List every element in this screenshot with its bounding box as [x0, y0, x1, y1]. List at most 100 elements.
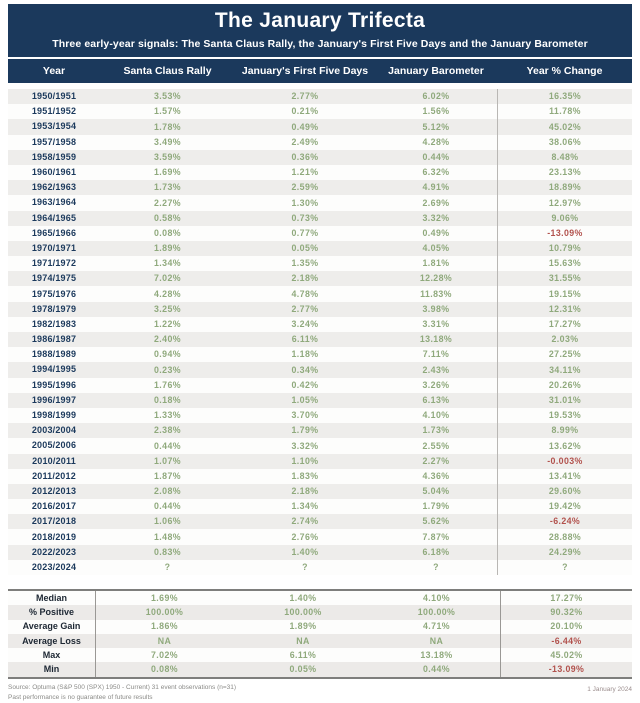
- table-row: 2010/2011 1.07% 1.10% 2.27% -0.003%: [8, 453, 632, 469]
- value-cell: ?: [164, 562, 171, 572]
- value-cell: 100.00%: [284, 607, 322, 618]
- value-cell: 0.77%: [291, 227, 319, 238]
- value-cell: 0.21%: [291, 106, 319, 117]
- footer: Source: Optuma (S&P 500 (SPX) 1950 - Cur…: [8, 683, 632, 703]
- table-row: 1965/1966 0.08% 0.77% 0.49% -13.09%: [8, 225, 632, 241]
- page-title: The January Trifecta: [214, 9, 426, 32]
- source-note: Source: Optuma (S&P 500 (SPX) 1950 - Cur…: [8, 683, 237, 691]
- value-cell: 20.10%: [500, 619, 632, 634]
- table-row: 2012/2013 2.08% 2.18% 5.04% 29.60%: [8, 483, 632, 500]
- value-cell: 1.21%: [291, 167, 319, 178]
- column-header-year: Year: [42, 65, 66, 77]
- table-row: 1982/1983 1.22% 3.24% 3.31% 17.27%: [8, 316, 632, 332]
- row-label-cell: % Positive: [8, 605, 96, 620]
- value-cell: -0.003%: [497, 453, 632, 469]
- table-body: 1950/1951 3.53% 2.77% 6.02% 16.35% 1951/1952 1…: [8, 89, 632, 575]
- value-cell: 3.24%: [291, 319, 319, 329]
- value-cell: 1.79%: [422, 501, 450, 512]
- row-label-cell: 1953/1954: [31, 121, 77, 132]
- summary-row: Average Gain 1.86% 1.89% 4.71% 20.10%: [8, 619, 632, 634]
- value-cell: 1.30%: [291, 197, 319, 208]
- value-cell: 1.48%: [154, 531, 181, 542]
- value-cell: 0.44%: [154, 501, 181, 512]
- table-row: 1996/1997 0.18% 1.05% 6.13% 31.01%: [8, 392, 632, 408]
- value-cell: 11.83%: [420, 288, 452, 299]
- value-cell: 31.55%: [497, 271, 632, 287]
- row-label-cell: 2017/2018: [31, 516, 77, 527]
- value-cell: 0.44%: [154, 440, 181, 451]
- value-cell: 2.55%: [422, 440, 450, 451]
- footer-left: Source: Optuma (S&P 500 (SPX) 1950 - Cur…: [8, 683, 236, 703]
- value-cell: 13.18%: [419, 334, 453, 345]
- summary-row: % Positive 100.00% 100.00% 100.00% 90.32%: [8, 605, 632, 620]
- summary-table: Median 1.69% 1.40% 4.10% 17.27% % Positive 100…: [8, 589, 632, 679]
- value-cell: 4.36%: [422, 470, 450, 481]
- row-label-cell: 1982/1983: [31, 318, 77, 329]
- value-cell: 2.77%: [291, 303, 319, 314]
- value-cell: 0.44%: [422, 151, 450, 162]
- value-cell: NA: [429, 635, 444, 646]
- value-cell: 1.69%: [154, 167, 181, 178]
- row-label-cell: 2016/2017: [31, 501, 77, 512]
- row-label-cell: 2010/2011: [32, 455, 76, 466]
- value-cell: 1.81%: [422, 258, 450, 269]
- table-row: 1998/1999 1.33% 3.70% 4.10% 19.53%: [8, 407, 632, 424]
- value-cell: 2.38%: [154, 425, 181, 436]
- value-cell: 90.32%: [500, 605, 632, 620]
- value-cell: 1.89%: [289, 621, 317, 632]
- table-row: 2016/2017 0.44% 1.34% 1.79% 19.42%: [8, 499, 632, 515]
- value-cell: 17.27%: [497, 316, 632, 332]
- value-cell: 4.28%: [154, 288, 181, 299]
- column-header-row: Year Santa Claus Rally January's First F…: [8, 59, 632, 83]
- value-cell: 0.73%: [291, 212, 319, 223]
- row-label-cell: 2012/2013: [31, 485, 77, 496]
- row-label-cell: 1963/1964: [31, 197, 77, 208]
- value-cell: 2.59%: [291, 182, 319, 193]
- value-cell: 2.08%: [154, 486, 181, 497]
- row-label-cell: 1965/1966: [31, 227, 77, 238]
- table-row: 2017/2018 1.06% 2.74% 5.62% -6.24%: [8, 514, 632, 530]
- value-cell: 1.35%: [291, 258, 319, 269]
- value-cell: 100.00%: [417, 607, 456, 618]
- value-cell: 19.53%: [497, 407, 632, 424]
- value-cell: 0.18%: [154, 394, 181, 405]
- value-cell: 20.26%: [497, 377, 632, 393]
- value-cell: 0.36%: [291, 151, 319, 162]
- footer-date: 1 January 2024: [587, 685, 632, 693]
- row-label-cell: 1975/1976: [31, 288, 77, 299]
- value-cell: 1.73%: [422, 425, 450, 436]
- table-row: 2022/2023 0.83% 1.40% 6.18% 24.29%: [8, 544, 632, 560]
- value-cell: 19.15%: [497, 286, 632, 302]
- value-cell: 1.18%: [291, 349, 319, 360]
- value-cell: 1.79%: [291, 425, 319, 436]
- value-cell: 38.06%: [497, 134, 632, 150]
- value-cell: 23.13%: [497, 164, 632, 181]
- row-label-cell: Average Loss: [8, 633, 96, 649]
- value-cell: 1.76%: [154, 379, 181, 390]
- table-row: 1960/1961 1.69% 1.21% 6.32% 23.13%: [8, 164, 632, 181]
- value-cell: 0.44%: [423, 664, 450, 675]
- value-cell: 1.40%: [291, 546, 319, 557]
- value-cell: 2.40%: [154, 334, 181, 345]
- value-cell: 0.05%: [291, 243, 319, 254]
- value-cell: 10.79%: [497, 240, 632, 257]
- row-label-cell: 1978/1979: [31, 303, 77, 314]
- table-row: 1994/1995 0.23% 0.34% 2.43% 34.11%: [8, 362, 632, 378]
- row-label-cell: 2003/2004: [31, 425, 77, 436]
- value-cell: 2.43%: [422, 364, 450, 375]
- value-cell: 2.49%: [291, 136, 319, 147]
- value-cell: 4.10%: [423, 592, 450, 603]
- value-cell: 6.18%: [422, 546, 450, 557]
- value-cell: 29.60%: [497, 483, 632, 500]
- column-header-january-first-five-days: January's First Five Days: [241, 65, 369, 77]
- value-cell: 1.57%: [154, 106, 181, 117]
- value-cell: -13.09%: [500, 662, 632, 677]
- value-cell: 4.91%: [422, 182, 450, 193]
- column-header-january-barometer: January Barometer: [388, 65, 484, 77]
- value-cell: ?: [302, 562, 308, 572]
- summary-row: Average Loss NA NA NA -6.44%: [8, 633, 632, 649]
- row-label-cell: 2018/2019: [31, 531, 77, 542]
- value-cell: 1.06%: [154, 516, 181, 527]
- column-header-santa-claus-rally: Santa Claus Rally: [123, 65, 212, 77]
- value-cell: 27.25%: [497, 347, 632, 363]
